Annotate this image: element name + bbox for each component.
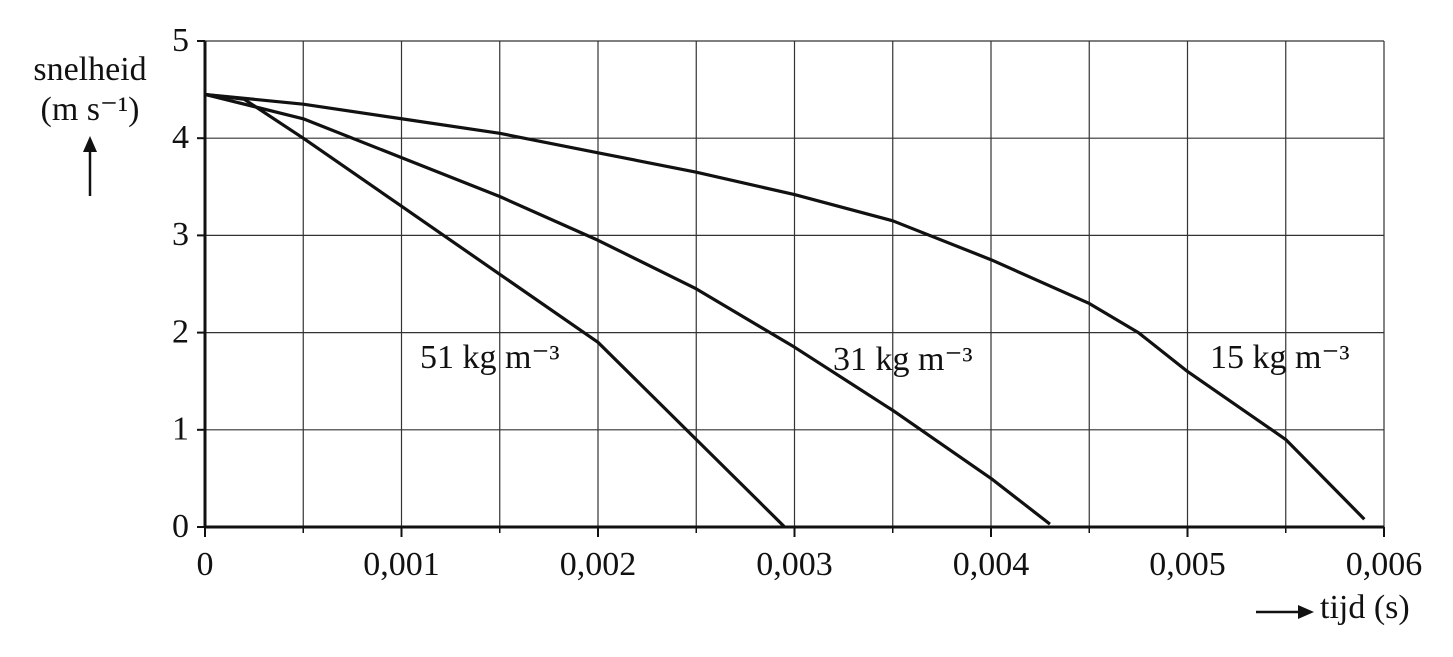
series-label: 31 kg m⁻³ <box>833 341 973 378</box>
x-axis-label: tijd (s) <box>1320 589 1410 626</box>
x-tick-label: 0,005 <box>1149 546 1226 583</box>
x-tick-label: 0 <box>197 546 214 583</box>
y-axis-label: (m s⁻¹) <box>41 91 140 128</box>
x-tick-label: 0,001 <box>363 546 440 583</box>
y-arrow <box>83 136 97 196</box>
series-line <box>204 92 786 529</box>
y-tick-label: 3 <box>172 216 189 253</box>
y-tick-label: 5 <box>172 22 189 59</box>
series-line <box>204 92 1051 526</box>
x-tick-label: 0,003 <box>756 546 833 583</box>
series-label: 15 kg m⁻³ <box>1210 339 1350 376</box>
y-tick-label: 4 <box>172 119 189 156</box>
x-tick-label: 0,006 <box>1346 546 1423 583</box>
x-arrow <box>1256 605 1314 619</box>
y-tick-label: 2 <box>172 313 189 350</box>
series-label: 51 kg m⁻³ <box>420 339 560 376</box>
y-tick-label: 1 <box>172 411 189 448</box>
x-tick-label: 0,004 <box>953 546 1030 583</box>
series-line <box>204 92 1366 521</box>
y-tick-label: 0 <box>172 508 189 545</box>
y-axis-label: snelheid <box>33 51 146 88</box>
x-tick-label: 0,002 <box>560 546 637 583</box>
